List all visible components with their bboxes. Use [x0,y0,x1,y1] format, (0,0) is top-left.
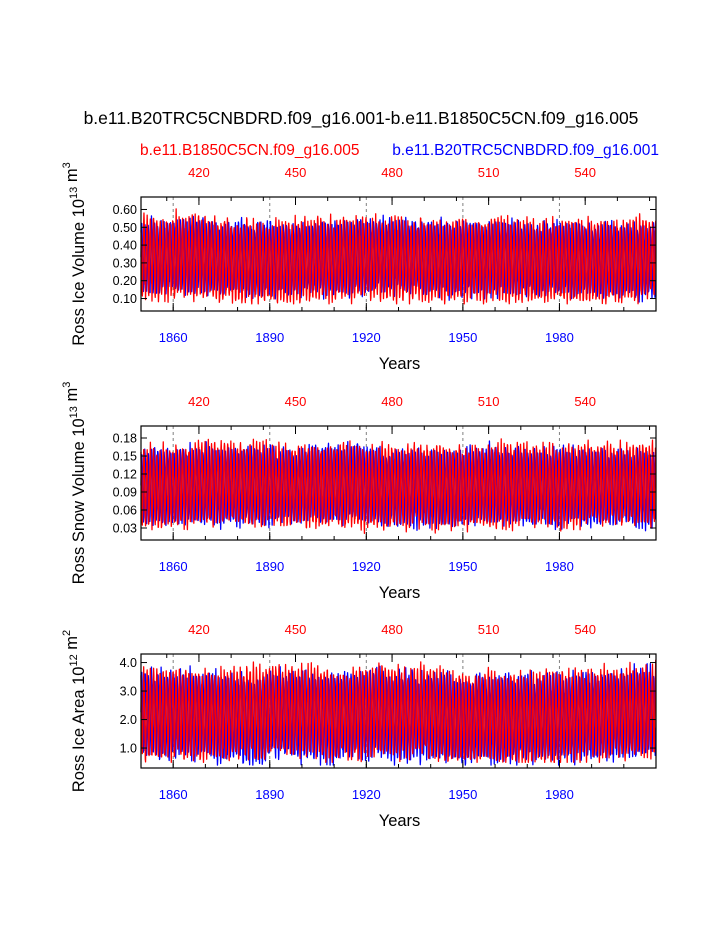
x-tick-label-top: 480 [381,622,403,637]
x-axis-label: Years [379,355,421,373]
x-tick-label-bottom: 1980 [545,559,574,574]
x-tick-label-top: 450 [285,394,307,409]
x-tick-label-top: 450 [285,622,307,637]
x-tick-label-top: 510 [478,165,500,180]
y-tick-label: 0.15 [113,450,137,464]
series-line-blue [140,663,657,766]
x-tick-label-top: 480 [381,394,403,409]
y-tick-label: 2.0 [120,713,137,727]
y-tick-label: 0.09 [113,486,137,500]
x-axis-label: Years [379,812,421,830]
x-tick-label-top: 510 [478,622,500,637]
x-tick-label-bottom: 1950 [448,787,477,802]
x-tick-label-bottom: 1980 [545,787,574,802]
x-tick-label-bottom: 1920 [352,787,381,802]
x-tick-label-bottom: 1920 [352,559,381,574]
x-tick-label-top: 540 [574,622,596,637]
x-tick-label-top: 540 [574,394,596,409]
x-tick-label-bottom: 1890 [255,330,284,345]
x-tick-label-bottom: 1890 [255,787,284,802]
y-tick-label: 0.18 [113,432,137,446]
x-tick-label-top: 540 [574,165,596,180]
y-tick-label: 0.12 [113,468,137,482]
panel-3: 1.0 2.0 3.0 4.0 1860 1890 1920 1950 1980 420 450 48… [61,622,657,830]
figure-title: b.e11.B20TRC5CNBDRD.f09_g16.001-b.e11.B1… [84,108,639,129]
series-line-red [140,659,657,763]
x-tick-label-top: 420 [188,394,210,409]
y-tick-label: 1.0 [120,742,137,756]
x-tick-label-top: 420 [188,622,210,637]
panels: 0.10 0.20 0.30 0.40 0.50 0.60 1860 1890 1920 1950… [61,162,657,830]
x-tick-label-bottom: 1920 [352,330,381,345]
x-tick-label-bottom: 1950 [448,559,477,574]
x-tick-label-bottom: 1890 [255,559,284,574]
x-tick-label-top: 480 [381,165,403,180]
panel-2: 0.03 0.06 0.09 0.12 0.15 0.18 1860 1890 1920 1950… [61,382,657,602]
y-tick-label: 4.0 [120,656,137,670]
y-tick-label: 0.20 [113,274,137,288]
y-tick-label: 3.0 [120,685,137,699]
x-tick-label-top: 450 [285,165,307,180]
y-axis-label: Ross Ice Area 1012 m2 [61,630,88,792]
x-tick-label-bottom: 1950 [448,330,477,345]
y-tick-label: 0.10 [113,292,137,306]
x-tick-label-bottom: 1860 [159,787,188,802]
x-axis-label: Years [379,584,421,602]
series-line-blue [140,440,657,532]
legend-blue-label: b.e11.B20TRC5CNBDRD.f09_g16.001 [392,142,659,159]
x-tick-label-top: 420 [188,165,210,180]
x-tick-label-top: 510 [478,394,500,409]
y-tick-label: 0.06 [113,504,137,518]
series-line-red [140,208,657,305]
y-axis-label: Ross Snow Volume 1013 m3 [61,382,88,585]
x-tick-label-bottom: 1860 [159,559,188,574]
y-tick-label: 0.30 [113,256,137,270]
series-line-red [140,438,657,535]
legend-red-label: b.e11.B1850C5CN.f09_g16.005 [140,142,359,159]
x-tick-label-bottom: 1980 [545,330,574,345]
y-tick-label: 0.50 [113,221,137,235]
y-tick-label: 0.40 [113,239,137,253]
y-tick-label: 0.60 [113,203,137,217]
y-tick-label: 0.03 [113,522,137,536]
x-tick-label-bottom: 1860 [159,330,188,345]
panel-1: 0.10 0.20 0.30 0.40 0.50 0.60 1860 1890 1920 1950… [61,162,657,373]
y-axis-label: Ross Ice Volume 1013 m3 [61,162,88,345]
